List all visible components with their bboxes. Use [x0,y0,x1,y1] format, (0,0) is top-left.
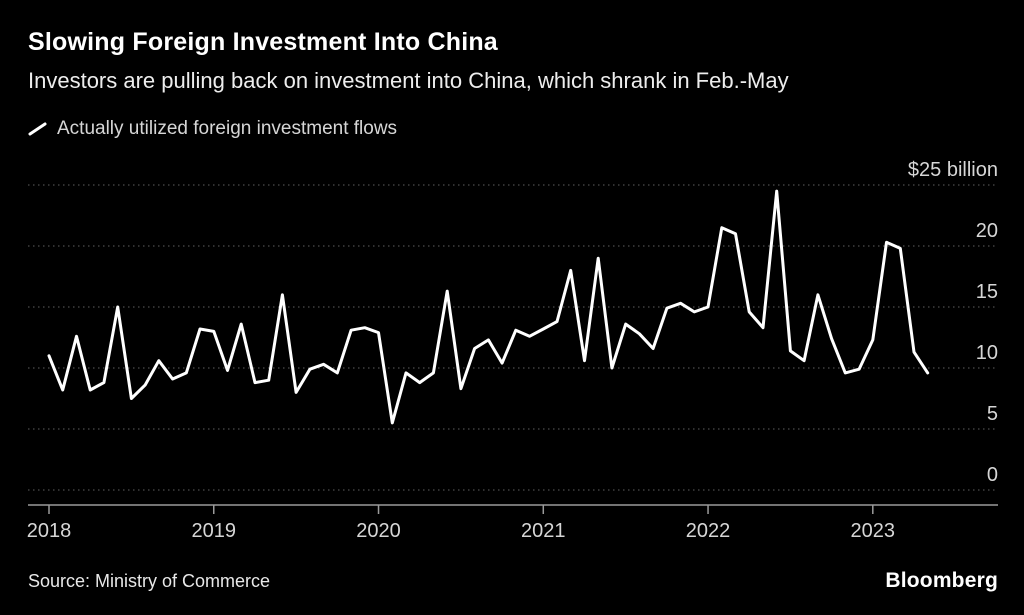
legend-label: Actually utilized foreign investment flo… [57,118,398,139]
source-note: Source: Ministry of Commerce [28,571,271,591]
x-axis-label: 2023 [851,520,896,542]
legend: Actually utilized foreign investment flo… [28,118,397,140]
x-axis-label: 2021 [521,520,566,542]
x-axis-label: 2019 [192,520,237,542]
x-axis-label: 2022 [686,520,731,542]
y-axis-label: 15 [976,281,998,303]
y-axis-label: $25 billion [908,159,998,181]
x-axis-label: 2018 [27,520,72,542]
y-axis-label: 5 [987,403,998,425]
y-axis-label: 0 [987,464,998,486]
y-axis-label: 20 [976,220,998,242]
chart-title: Slowing Foreign Investment Into China [28,28,498,56]
bloomberg-logo: Bloomberg [885,569,998,592]
series-line [47,189,930,425]
y-axis-label: 10 [976,342,998,364]
x-axis-label: 2020 [356,520,401,542]
line-series-icon [28,121,48,137]
chart-subtitle: Investors are pulling back on investment… [28,68,789,93]
